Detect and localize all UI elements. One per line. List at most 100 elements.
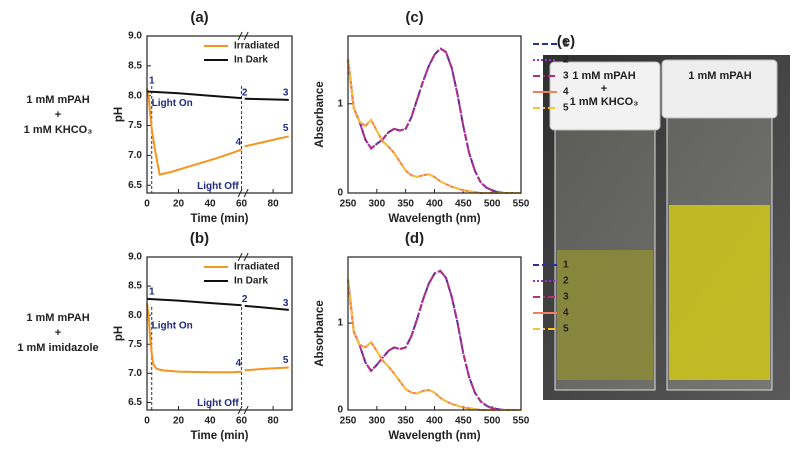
y-axis-title: pH bbox=[113, 326, 125, 341]
legend-label: In Dark bbox=[234, 276, 268, 287]
annotation: Light Off bbox=[197, 181, 239, 192]
row-label: 1 mM imidazole bbox=[17, 342, 98, 354]
x-tick-label: 60 bbox=[236, 416, 248, 427]
annotation: Light On bbox=[152, 320, 193, 331]
y-tick-label: 8.5 bbox=[128, 60, 142, 71]
series-line bbox=[146, 88, 290, 176]
x-axis-title: Time (min) bbox=[191, 430, 249, 442]
series-line bbox=[347, 269, 521, 411]
y-tick-label: 6.5 bbox=[128, 397, 142, 408]
annotation: 5 bbox=[283, 355, 289, 366]
legend-label: 1 bbox=[563, 260, 569, 271]
legend-label: Irradiated bbox=[234, 262, 280, 273]
legend-label: 2 bbox=[563, 276, 569, 287]
x-tick-label: 400 bbox=[426, 416, 443, 427]
annotation: 5 bbox=[283, 123, 289, 134]
annotation: 3 bbox=[283, 298, 289, 309]
series-line bbox=[347, 59, 521, 194]
y-tick-label: 7.0 bbox=[128, 150, 142, 161]
x-axis-title: Time (min) bbox=[191, 213, 249, 225]
series-line bbox=[146, 303, 289, 374]
x-tick-label: 550 bbox=[513, 199, 530, 210]
series-line bbox=[347, 47, 521, 194]
annotation: Light On bbox=[152, 98, 193, 109]
plot-frame bbox=[146, 35, 293, 194]
x-tick-label: 40 bbox=[204, 416, 216, 427]
x-tick-label: 350 bbox=[397, 199, 414, 210]
legend-label: 1 bbox=[563, 39, 569, 50]
plot-frame bbox=[146, 256, 293, 411]
y-axis-title: pH bbox=[113, 107, 125, 122]
x-tick-label: 250 bbox=[340, 199, 357, 210]
legend-label: 4 bbox=[563, 308, 569, 319]
legend-label: 3 bbox=[563, 292, 569, 303]
x-tick-label: 40 bbox=[204, 199, 216, 210]
x-tick-label: 0 bbox=[144, 199, 150, 210]
panel-label: (b) bbox=[190, 230, 209, 247]
cap bbox=[549, 61, 661, 131]
x-tick-label: 300 bbox=[368, 416, 385, 427]
legend-label: Irradiated bbox=[234, 41, 280, 52]
y-tick-label: 8.0 bbox=[128, 90, 142, 101]
chart: (b) 0 20 40 60 80 6.5 7.0 7.5 8.0 8.5 9.0 Time (min)… bbox=[113, 230, 293, 442]
y-tick-label: 0 bbox=[337, 188, 343, 199]
x-tick-label: 450 bbox=[455, 416, 472, 427]
y-tick-label: 8.0 bbox=[128, 310, 142, 321]
photo: (e) 1 mM mPAH + 1 mM KHCO₃ 1 mM mPAH bbox=[543, 33, 790, 400]
legend-label: 4 bbox=[563, 87, 569, 98]
y-tick-label: 8.5 bbox=[128, 281, 142, 292]
x-axis-title: Wavelength (nm) bbox=[388, 213, 480, 225]
photo-label: 1 mM KHCO₃ bbox=[570, 96, 639, 108]
series-line bbox=[146, 90, 289, 101]
x-tick-label: 500 bbox=[484, 199, 501, 210]
panel-label: (a) bbox=[190, 9, 208, 26]
legend-label: 5 bbox=[563, 103, 569, 114]
x-tick-label: 20 bbox=[173, 416, 185, 427]
panel-label: (e) bbox=[557, 33, 575, 50]
row-label: + bbox=[55, 109, 61, 121]
plot-frame bbox=[347, 35, 522, 194]
annotation: 2 bbox=[242, 87, 248, 98]
row-label: + bbox=[55, 327, 61, 339]
y-axis-title: Absorbance bbox=[314, 81, 326, 147]
liquid bbox=[557, 250, 653, 380]
chart: (a) 0 20 40 60 80 6.5 7.0 7.5 8.0 8.5 9.0 Time (min)… bbox=[113, 9, 293, 225]
series-line bbox=[146, 297, 289, 311]
row-labels: 1 mM mPAH + 1 mM KHCO₃ 1 mM mPAH + 1 mM … bbox=[17, 94, 98, 354]
chart: (c) 250 300 350 400 450 500 550 0 1 Wavelength (nm… bbox=[314, 9, 569, 225]
photo-label: + bbox=[601, 83, 607, 95]
x-tick-label: 0 bbox=[144, 416, 150, 427]
x-tick-label: 20 bbox=[173, 199, 185, 210]
annotation: 1 bbox=[149, 75, 155, 86]
series-line bbox=[347, 279, 521, 411]
panel-label: (d) bbox=[405, 230, 424, 247]
x-tick-label: 450 bbox=[455, 199, 472, 210]
annotation: 1 bbox=[149, 287, 155, 298]
legend-label: 2 bbox=[563, 55, 569, 66]
x-tick-label: 250 bbox=[340, 416, 357, 427]
x-tick-label: 80 bbox=[268, 199, 280, 210]
y-axis-title: Absorbance bbox=[314, 300, 326, 366]
y-tick-label: 7.5 bbox=[128, 339, 142, 350]
panel-label: (c) bbox=[405, 9, 423, 26]
annotation: 2 bbox=[242, 294, 248, 305]
x-tick-label: 550 bbox=[513, 416, 530, 427]
x-tick-label: 350 bbox=[397, 416, 414, 427]
chart: (d) 250 300 350 400 450 500 550 0 1 Wavelength (nm… bbox=[314, 230, 569, 442]
y-tick-label: 9.0 bbox=[128, 31, 142, 42]
y-tick-label: 7.0 bbox=[128, 368, 142, 379]
y-tick-label: 9.0 bbox=[128, 252, 142, 263]
photo-label: 1 mM mPAH bbox=[572, 70, 635, 82]
series-line bbox=[347, 269, 521, 411]
legend-label: 5 bbox=[563, 324, 569, 335]
legend-label: 3 bbox=[563, 71, 569, 82]
x-axis-title: Wavelength (nm) bbox=[388, 430, 480, 442]
row-label: 1 mM KHCO₃ bbox=[24, 124, 93, 136]
row-label: 1 mM mPAH bbox=[26, 94, 89, 106]
y-tick-label: 0 bbox=[337, 405, 343, 416]
x-tick-label: 500 bbox=[484, 416, 501, 427]
legend-label: In Dark bbox=[234, 55, 268, 66]
series-line bbox=[347, 47, 521, 194]
annotation: 4 bbox=[236, 137, 242, 148]
